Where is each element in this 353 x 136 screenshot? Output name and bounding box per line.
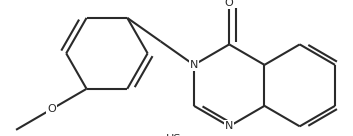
Text: HS: HS <box>166 134 181 136</box>
Text: O: O <box>47 104 56 114</box>
Text: O: O <box>225 0 234 8</box>
Text: N: N <box>225 121 233 131</box>
Text: N: N <box>190 60 198 70</box>
